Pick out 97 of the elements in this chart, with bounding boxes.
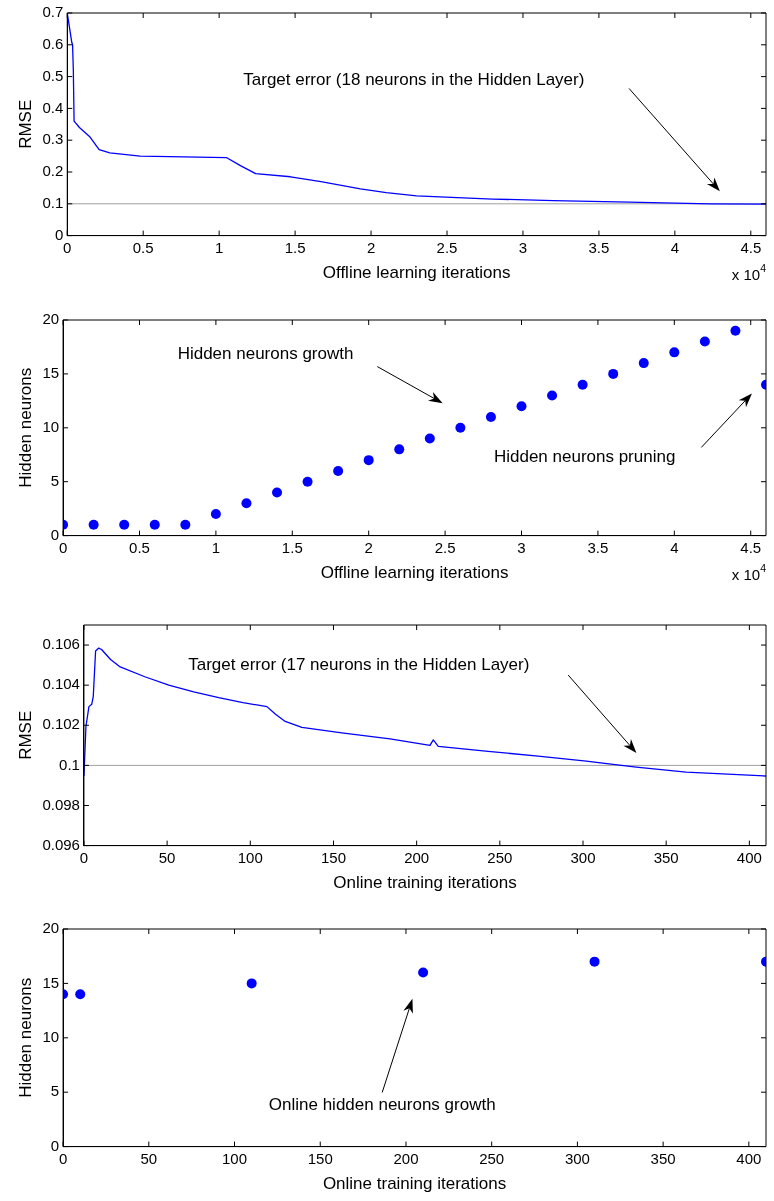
x-tick-label: 2 (366, 238, 376, 256)
point (119, 519, 130, 530)
x-tick-label: 200 (393, 1149, 419, 1167)
x-tick-label: 3 (517, 538, 526, 556)
y-tick-label: 0.104 (42, 675, 80, 693)
y-tick-label: 10 (42, 1027, 60, 1045)
annotation: Hidden neurons growth (177, 343, 354, 363)
x-tick-label: 3.5 (587, 538, 609, 556)
point (547, 390, 558, 401)
x-tick-label: 400 (736, 848, 762, 866)
x-tick-label: 3 (518, 238, 528, 256)
x-tick-label: 100 (222, 1149, 248, 1167)
y-tick-label: 0.098 (42, 795, 80, 813)
point (455, 422, 466, 433)
point (485, 412, 496, 423)
x-tick-label: 300 (564, 1149, 590, 1167)
point (699, 336, 710, 347)
x-tick-label: 3.5 (588, 238, 610, 256)
x-tick-label: 250 (479, 1149, 505, 1167)
point (608, 368, 619, 379)
x-axis-title: Offline learning iterations (320, 563, 509, 583)
x-axis-title: Online training iterations (322, 1174, 507, 1194)
annotation: Online hidden neurons growth (268, 1094, 496, 1114)
x-tick-label: 1.5 (281, 538, 303, 556)
y-tick-label: 0 (50, 1136, 60, 1154)
y-tick-label: 0.2 (42, 162, 64, 180)
point (302, 476, 313, 487)
y-tick-label: 0.1 (59, 755, 80, 773)
y-tick-label: 20 (42, 310, 60, 328)
y-axis-title: Hidden neurons (15, 977, 35, 1098)
point (180, 519, 191, 530)
point (246, 978, 257, 989)
point (638, 358, 649, 369)
x-axis-title: Offline learning iterations (322, 263, 511, 283)
x-tick-label: 0.5 (129, 538, 150, 556)
x-tick-label: 150 (307, 1149, 333, 1167)
x-tick-label: 50 (140, 1149, 158, 1167)
x-tick-label: 2 (364, 538, 373, 556)
x-tick-label: 4.5 (740, 538, 762, 556)
point (730, 325, 741, 336)
x-tick-label: 200 (404, 848, 430, 866)
x-tick-label: 300 (570, 848, 596, 866)
x-tick-label: 400 (736, 1149, 762, 1167)
point (241, 498, 252, 509)
point (394, 444, 405, 455)
point (210, 509, 221, 520)
x-tick-label: 4.5 (740, 238, 762, 256)
x-tick-label: 350 (650, 1149, 676, 1167)
x-tick-label: 1 (214, 238, 224, 256)
y-axis-title: RMSE (15, 99, 35, 149)
y-tick-label: 0.3 (42, 130, 64, 148)
point (424, 433, 435, 444)
point (272, 487, 283, 498)
y-axis-title: RMSE (15, 710, 35, 760)
point (418, 967, 429, 978)
annotation: Target error (17 neurons in the Hidden Layer) (188, 654, 530, 674)
y-tick-label: 5 (50, 471, 60, 489)
x-tick-label: 2.5 (436, 238, 458, 256)
point (577, 379, 588, 390)
y-tick-label: 0.106 (42, 635, 80, 653)
x-tick-label: 50 (158, 848, 176, 866)
y-axis-title: Hidden neurons (15, 367, 35, 488)
x-tick-label: 4 (670, 538, 679, 556)
y-tick-label: 0.6 (42, 34, 64, 52)
y-tick-label: 0.102 (42, 715, 80, 733)
y-tick-label: 0 (54, 225, 64, 243)
x-tick-label: 250 (487, 848, 513, 866)
point (88, 519, 99, 530)
x-tick-label: 4 (670, 238, 680, 256)
x-tick-label: 100 (237, 848, 263, 866)
y-tick-label: 5 (50, 1082, 60, 1100)
x-tick-label: 0.5 (132, 238, 154, 256)
point (363, 455, 374, 466)
x-tick-label: 1 (211, 538, 221, 556)
x-tick-label: 2.5 (434, 538, 456, 556)
y-tick-label: 0.4 (42, 98, 64, 116)
point (75, 989, 86, 1000)
annotation: Hidden neurons pruning (493, 446, 676, 466)
y-tick-label: 15 (42, 364, 60, 382)
y-tick-label: 0.1 (42, 193, 64, 211)
y-tick-label: 0.7 (42, 3, 64, 21)
point (333, 465, 344, 476)
y-tick-label: 0 (50, 525, 60, 543)
x-tick-label: 350 (653, 848, 679, 866)
y-tick-label: 10 (42, 417, 60, 435)
y-tick-label: 0.096 (42, 835, 80, 853)
y-tick-label: 20 (42, 919, 60, 937)
x-tick-label: 150 (320, 848, 346, 866)
point (669, 347, 680, 358)
x-axis-title: Online training iterations (333, 873, 517, 893)
x-tick-label: 1.5 (284, 238, 306, 256)
point (149, 519, 160, 530)
annotation: Target error (18 neurons in the Hidden Layer) (243, 70, 585, 90)
point (589, 956, 600, 967)
y-tick-label: 0.5 (42, 66, 64, 84)
point (516, 401, 527, 412)
y-tick-label: 15 (42, 973, 60, 991)
